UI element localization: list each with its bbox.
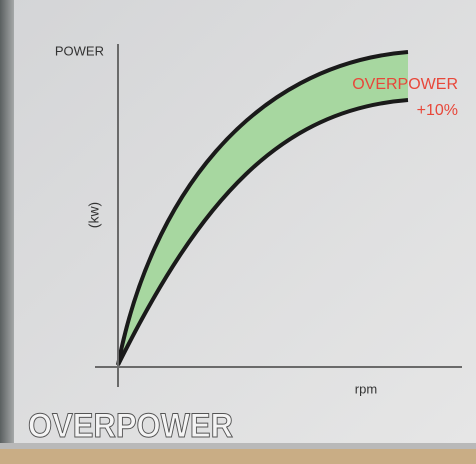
annotation-label: OVERPOWER	[352, 76, 458, 93]
y-axis-unit: (kw)	[86, 202, 102, 228]
standard-curve	[116, 98, 409, 366]
x-axis-label: rpm	[355, 381, 377, 396]
y-axis-label: POWER	[55, 43, 104, 58]
banner-rule	[0, 443, 476, 449]
banner-title: OVERPOWER	[28, 407, 233, 445]
overpower-curve	[116, 50, 409, 366]
annotation-value: +10%	[417, 102, 458, 119]
photo-edge	[0, 0, 14, 448]
